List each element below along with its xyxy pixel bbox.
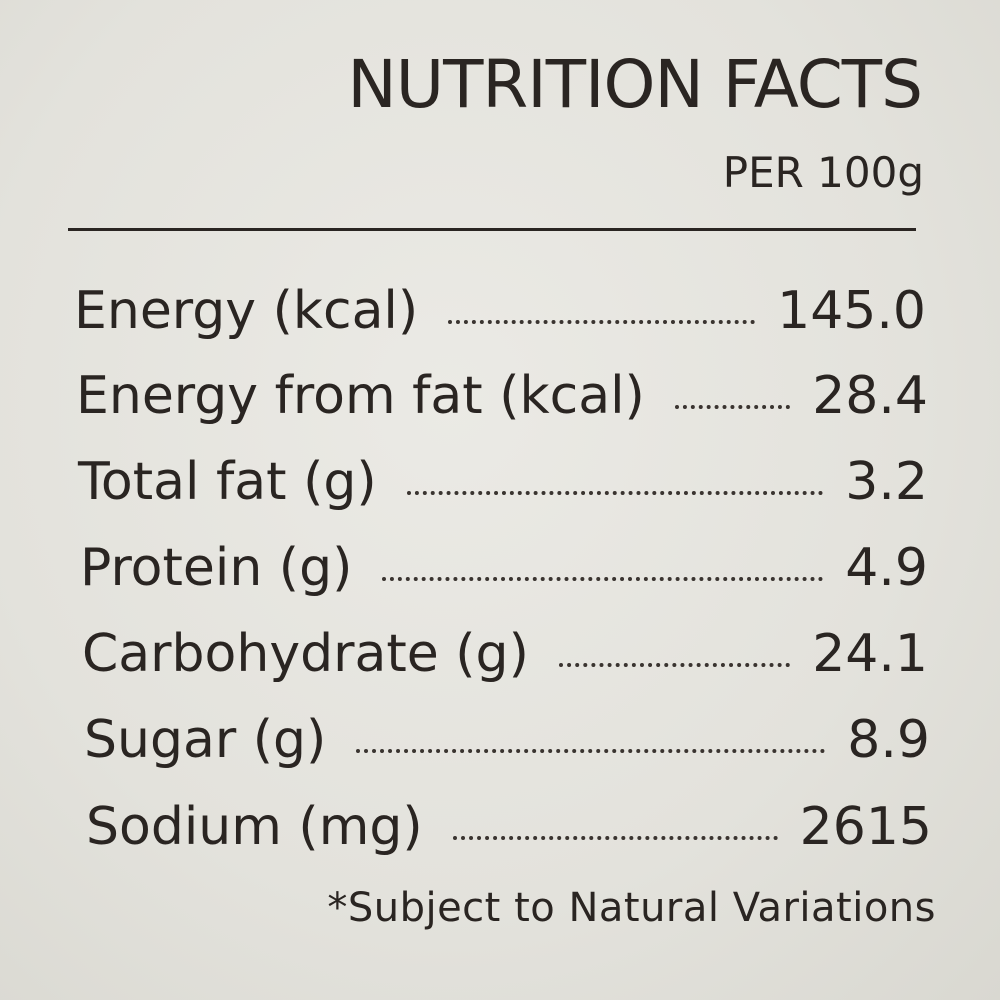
nutrient-value: 8.9 bbox=[847, 710, 930, 770]
nutrient-row-energy-from-fat: Energy from fat (kcal) 28.4 bbox=[76, 361, 928, 431]
nutrient-value: 24.1 bbox=[812, 624, 928, 684]
dot-leader bbox=[356, 749, 826, 753]
dot-leader bbox=[382, 577, 824, 581]
divider-rule bbox=[68, 228, 916, 231]
nutrient-row-protein: Protein (g) 4.9 bbox=[80, 533, 928, 603]
dot-leader bbox=[674, 405, 791, 409]
nutrient-name: Total fat (g) bbox=[78, 452, 377, 512]
nutrient-name: Protein (g) bbox=[80, 538, 353, 598]
nutrient-row-sodium: Sodium (mg) 2615 bbox=[86, 792, 932, 862]
dot-leader bbox=[406, 491, 824, 495]
nutrient-value: 145.0 bbox=[777, 281, 926, 341]
nutrient-row-sugar: Sugar (g) 8.9 bbox=[84, 705, 930, 775]
label-title: NUTRITION FACTS bbox=[347, 46, 923, 123]
nutrient-name: Energy from fat (kcal) bbox=[76, 366, 645, 426]
dot-leader bbox=[452, 836, 778, 840]
footnote: *Subject to Natural Variations bbox=[327, 885, 936, 931]
nutrient-name: Sodium (mg) bbox=[86, 797, 423, 857]
dot-leader bbox=[448, 320, 756, 324]
nutrient-value: 28.4 bbox=[812, 366, 928, 426]
nutrient-row-energy: Energy (kcal) 145.0 bbox=[74, 276, 926, 346]
nutrient-row-total-fat: Total fat (g) 3.2 bbox=[78, 447, 928, 517]
nutrient-name: Sugar (g) bbox=[84, 710, 327, 770]
dot-leader bbox=[558, 663, 791, 667]
nutrient-value: 4.9 bbox=[845, 538, 928, 598]
nutrient-value: 2615 bbox=[799, 797, 932, 857]
serving-size: PER 100g bbox=[722, 148, 924, 197]
nutrient-value: 3.2 bbox=[845, 452, 928, 512]
nutrient-name: Carbohydrate (g) bbox=[82, 624, 529, 684]
nutrient-row-carbohydrate: Carbohydrate (g) 24.1 bbox=[82, 619, 928, 689]
nutrient-name: Energy (kcal) bbox=[74, 281, 419, 341]
